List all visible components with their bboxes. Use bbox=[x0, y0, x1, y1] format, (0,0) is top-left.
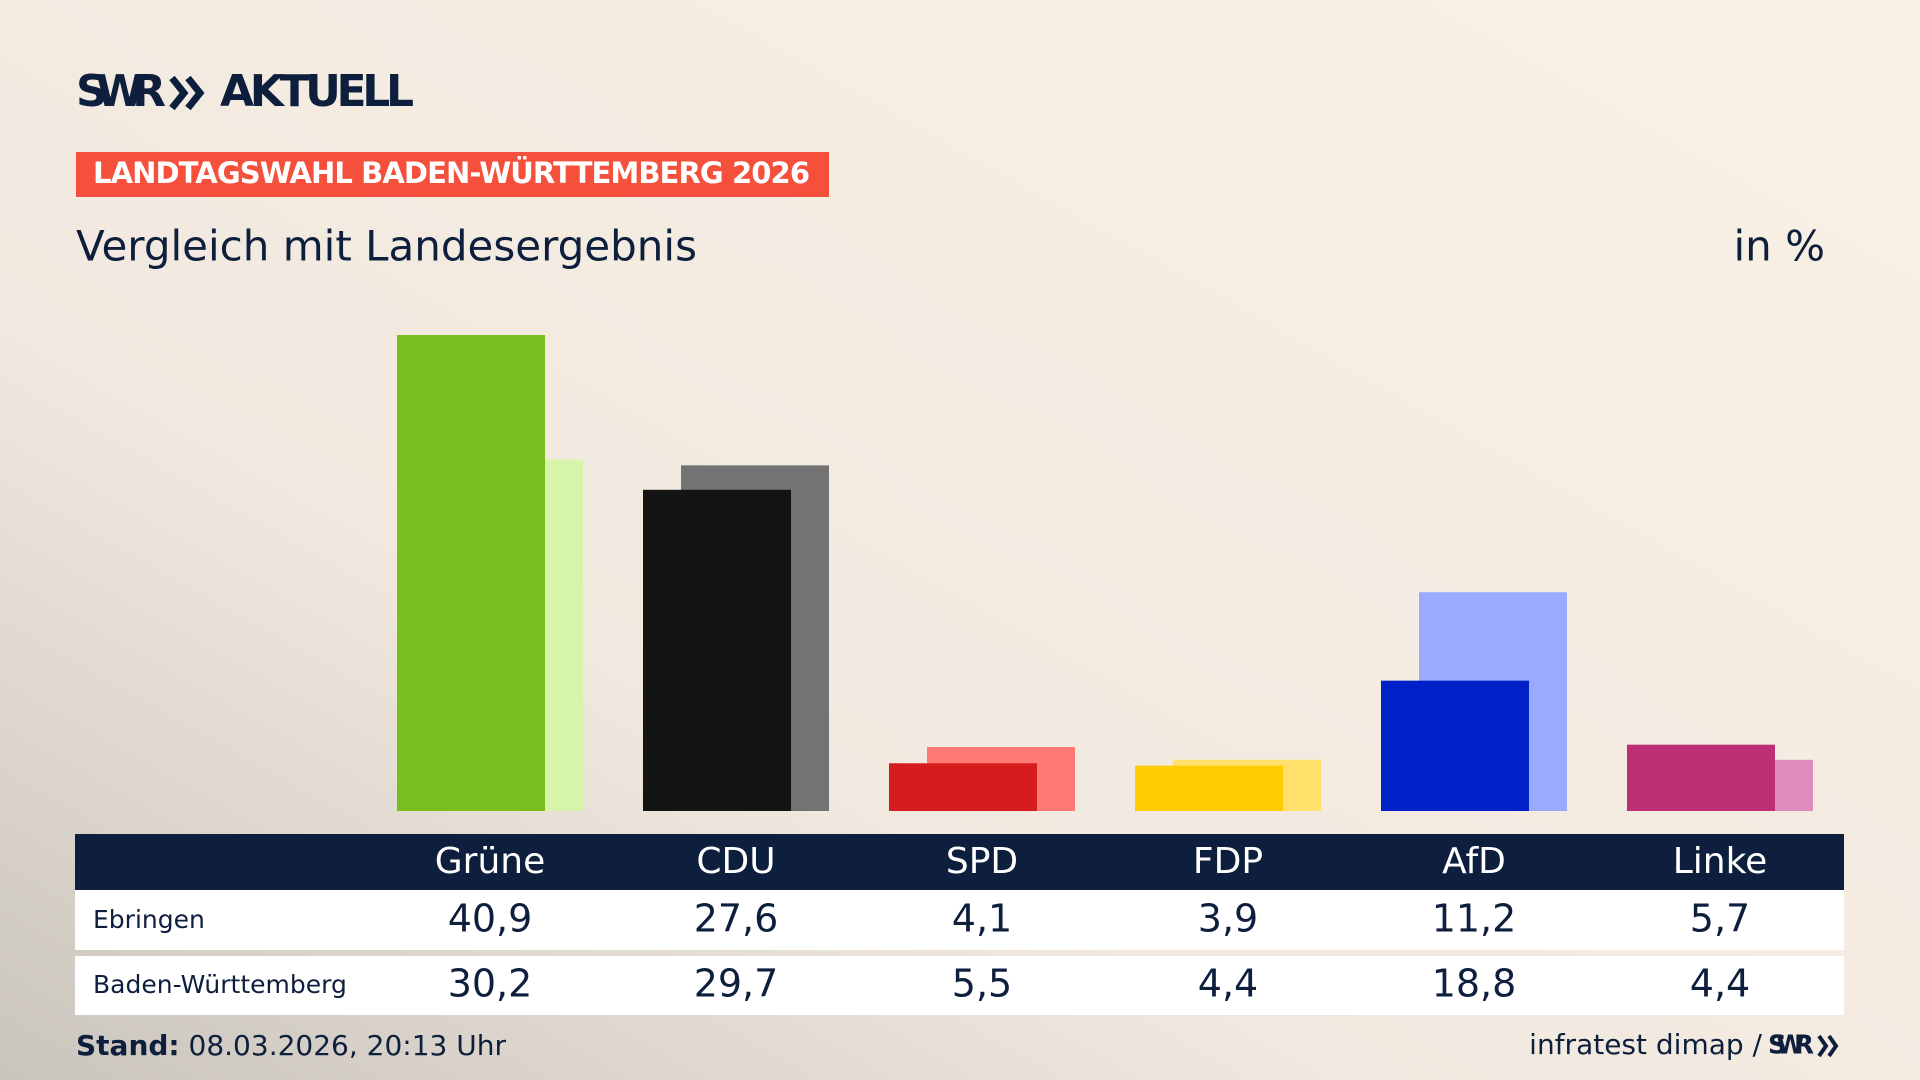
category-label: Grüne bbox=[435, 841, 545, 882]
stand: Stand: 08.03.2026, 20:13 Uhr bbox=[76, 1029, 506, 1062]
table-row bbox=[75, 956, 1844, 1015]
logo-suffix: AKTUELL bbox=[220, 66, 414, 117]
table-header bbox=[75, 834, 1844, 890]
value-label: 29,7 bbox=[694, 962, 779, 1006]
stand-label: Stand: bbox=[76, 1029, 180, 1062]
value-label: 4,4 bbox=[1198, 962, 1258, 1006]
bar bbox=[1135, 765, 1283, 811]
unit: in % bbox=[1733, 222, 1825, 271]
value-label: 3,9 bbox=[1198, 897, 1258, 941]
source-chevrons bbox=[1817, 1034, 1839, 1058]
category-label: AfD bbox=[1442, 841, 1506, 882]
row-label: Ebringen bbox=[93, 905, 205, 934]
bar bbox=[1627, 744, 1775, 811]
bar bbox=[889, 763, 1037, 811]
badge: LANDTAGSWAHL BADEN-WÜRTTEMBERG 2026 bbox=[93, 156, 810, 190]
source-logo: SWR bbox=[1768, 1031, 1814, 1061]
row-label: Baden-Württemberg bbox=[93, 970, 347, 999]
bar bbox=[643, 489, 791, 811]
value-label: 30,2 bbox=[448, 962, 533, 1006]
category-label: SPD bbox=[946, 841, 1018, 882]
value-label: 4,1 bbox=[952, 897, 1012, 941]
value-label: 18,8 bbox=[1432, 962, 1517, 1006]
value-label: 5,7 bbox=[1690, 897, 1750, 941]
category-label: FDP bbox=[1193, 841, 1263, 882]
value-label: 4,4 bbox=[1690, 962, 1750, 1006]
value-label: 40,9 bbox=[448, 897, 533, 941]
table-row bbox=[75, 890, 1844, 950]
logo: SWR bbox=[76, 66, 166, 117]
source: infratest dimap / bbox=[1529, 1028, 1762, 1061]
badge-bg bbox=[76, 152, 829, 197]
category-label: CDU bbox=[696, 841, 775, 882]
logo-chevrons bbox=[169, 75, 205, 111]
value-label: 27,6 bbox=[694, 897, 779, 941]
category-label: Linke bbox=[1673, 841, 1768, 882]
stand-date: 08.03.2026, 20:13 Uhr bbox=[189, 1029, 507, 1062]
value-label: 5,5 bbox=[952, 962, 1012, 1006]
bar bbox=[1381, 680, 1529, 811]
chart-title: Vergleich mit Landesergebnis bbox=[76, 222, 697, 271]
value-label: 11,2 bbox=[1432, 897, 1517, 941]
bar bbox=[397, 335, 545, 811]
